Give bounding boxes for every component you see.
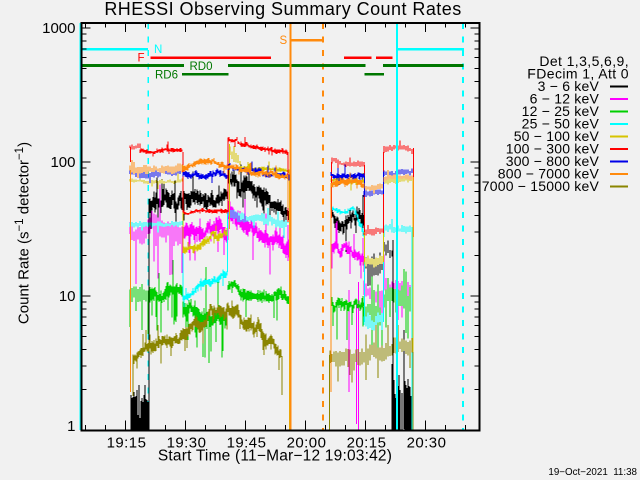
svg-text:F: F [138, 53, 145, 65]
svg-text:12 − 25 keV: 12 − 25 keV [522, 103, 600, 119]
svg-text:1: 1 [67, 418, 75, 435]
svg-text:RHESSI Observing Summary Count: RHESSI Observing Summary Count Rates [104, 0, 461, 19]
svg-text:Count Rate (s−1 detector−1): Count Rate (s−1 detector−1) [14, 142, 33, 324]
svg-text:20:30: 20:30 [407, 435, 447, 452]
svg-text:19:30: 19:30 [167, 435, 207, 452]
svg-text:N: N [154, 44, 162, 56]
svg-text:7000 − 15000 keV: 7000 − 15000 keV [482, 178, 600, 194]
svg-text:25 − 50 keV: 25 − 50 keV [522, 116, 600, 132]
svg-text:20:15: 20:15 [347, 435, 387, 452]
svg-text:Det 1,3,5,6,9,: Det 1,3,5,6,9, [539, 53, 629, 69]
svg-text:300 − 800 keV: 300 − 800 keV [506, 153, 600, 169]
svg-text:800 − 7000 keV: 800 − 7000 keV [498, 166, 600, 182]
svg-text:19:15: 19:15 [107, 435, 147, 452]
svg-text:FDecim 1, Att 0: FDecim 1, Att 0 [527, 66, 629, 82]
svg-text:20:00: 20:00 [287, 435, 327, 452]
svg-text:3 − 6 keV: 3 − 6 keV [538, 78, 600, 94]
svg-text:RD0: RD0 [190, 61, 213, 73]
svg-text:10: 10 [59, 288, 76, 305]
svg-text:Start Time (11−Mar−12 19:03:42: Start Time (11−Mar−12 19:03:42) [158, 448, 392, 465]
svg-text:6 − 12 keV: 6 − 12 keV [530, 91, 600, 107]
svg-text:100 − 300 keV: 100 − 300 keV [506, 141, 600, 157]
svg-text:19−Oct−2021 11:38: 19−Oct−2021 11:38 [548, 467, 637, 478]
svg-text:S: S [280, 35, 288, 47]
svg-text:50 − 100 keV: 50 − 100 keV [514, 128, 600, 144]
svg-text:100: 100 [50, 154, 75, 171]
svg-text:19:45: 19:45 [227, 435, 267, 452]
svg-text:RD6: RD6 [155, 70, 178, 82]
svg-text:1000: 1000 [42, 20, 75, 37]
